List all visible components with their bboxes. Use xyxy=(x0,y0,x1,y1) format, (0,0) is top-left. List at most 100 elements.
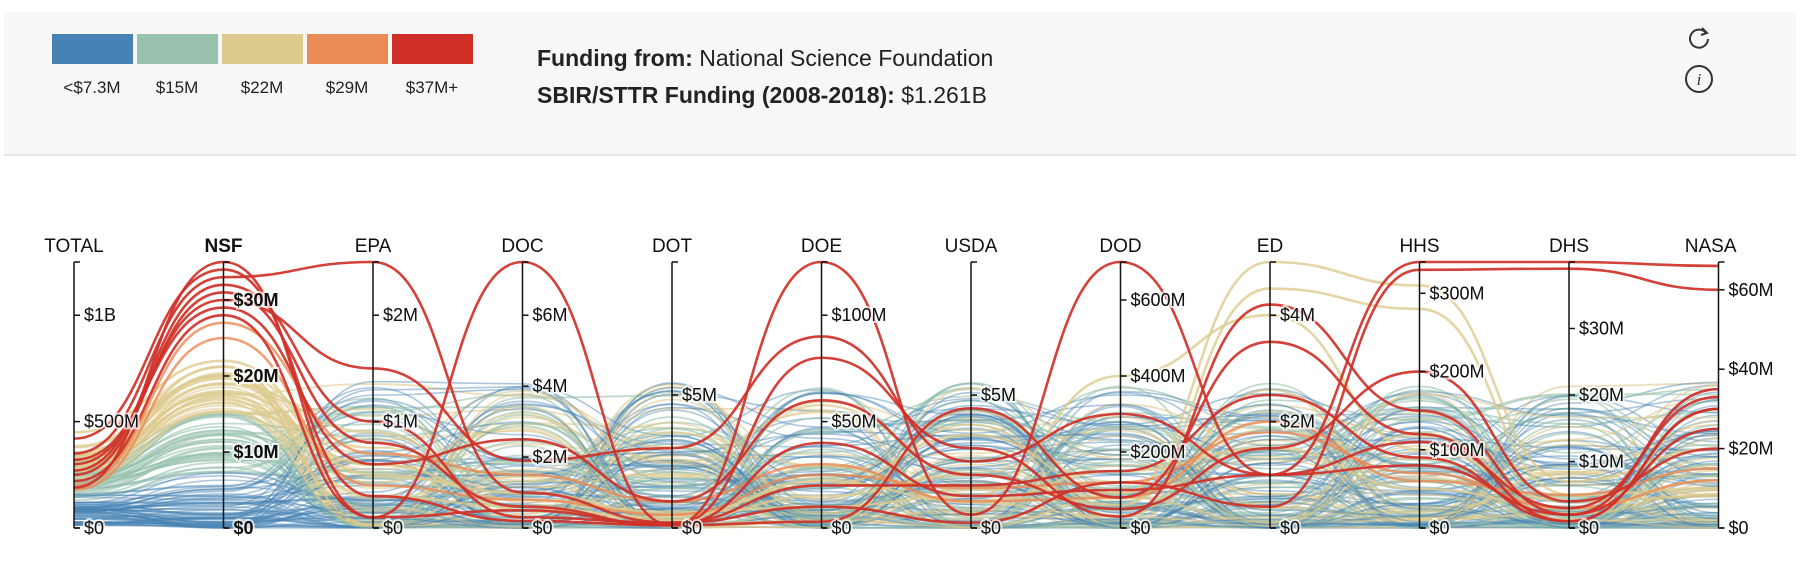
tick-label-halo: $30M xyxy=(1579,319,1624,339)
legend-swatch-4 xyxy=(307,34,388,64)
tick-label-halo: $0 xyxy=(533,518,553,538)
tick-label: $6M xyxy=(533,305,568,325)
tick-label: $1B xyxy=(84,305,116,325)
tick-label-halo: $20M xyxy=(1579,385,1624,405)
tick-label-halo: $200M xyxy=(1430,362,1485,382)
axis-title-hhs[interactable]: HHS xyxy=(1399,236,1439,257)
tick-label-halo: $100M xyxy=(832,305,887,325)
tick-label: $200M xyxy=(1430,362,1485,382)
tick-label-halo: $50M xyxy=(832,412,877,432)
tick-label: $30M xyxy=(234,290,279,310)
legend-label-2: $15M xyxy=(155,78,199,97)
color-legend: <$7.3M $15M $22M $29M $37M+ xyxy=(52,34,482,102)
tick-label-halo: $0 xyxy=(981,518,1001,538)
tick-label: $0 xyxy=(1729,518,1749,538)
tick-label-halo: $20M xyxy=(1729,439,1774,459)
tick-label: $50M xyxy=(832,412,877,432)
legend-label-1: <$7.3M xyxy=(63,78,121,97)
tick-label: $1M xyxy=(383,412,418,432)
tick-label-halo: $300M xyxy=(1430,283,1485,303)
refresh-icon[interactable] xyxy=(1684,24,1714,54)
background-series-line xyxy=(73,407,1719,529)
tick-label: $500M xyxy=(84,412,139,432)
svg-text:i: i xyxy=(1697,70,1702,89)
axis-title-nsf[interactable]: NSF xyxy=(205,236,243,257)
funding-total-value: $1.261B xyxy=(901,82,987,108)
legend-label-5: $37M+ xyxy=(405,78,459,97)
tick-label: $4M xyxy=(1280,305,1315,325)
tick-label: $400M xyxy=(1131,366,1186,386)
tick-label-halo: $40M xyxy=(1729,359,1774,379)
background-series-line xyxy=(73,404,1719,527)
axis-title-ed[interactable]: ED xyxy=(1257,236,1283,257)
legend-swatch-3 xyxy=(222,34,303,64)
legend-swatch-2 xyxy=(137,34,218,64)
tick-label-halo: $0 xyxy=(832,518,852,538)
tick-label-halo: $60M xyxy=(1729,280,1774,300)
axis-title-doe[interactable]: DOE xyxy=(801,236,842,257)
tick-label: $2M xyxy=(533,447,568,467)
tick-label-halo: $5M xyxy=(682,385,717,405)
highlighted-series-line xyxy=(73,287,1719,522)
parallel-coordinates-chart: TOTAL$0$0$500M$500M$1B$1BNSF$0$0$10M$10M… xyxy=(44,236,1775,540)
tick-label-halo: $4M xyxy=(1280,305,1315,325)
tick-label-halo: $2M xyxy=(1280,412,1315,432)
legend-swatch-5 xyxy=(392,34,473,64)
axis-title-dot[interactable]: DOT xyxy=(652,236,693,257)
tick-label: $20M xyxy=(1729,439,1774,459)
funding-source-line: Funding from: National Science Foundatio… xyxy=(537,40,993,77)
axis-title-doc[interactable]: DOC xyxy=(501,236,543,257)
tick-label: $0 xyxy=(1430,518,1450,538)
background-series-line xyxy=(73,399,1719,529)
background-series-line xyxy=(73,380,1719,529)
background-series-line xyxy=(73,404,1719,526)
tick-label-halo: $0 xyxy=(1729,518,1749,538)
highlighted-series-line xyxy=(73,260,1719,527)
tick-label: $0 xyxy=(1131,518,1151,538)
tick-label: $60M xyxy=(1729,280,1774,300)
tick-label-halo: $1B xyxy=(84,305,116,325)
tick-label: $300M xyxy=(1430,283,1485,303)
tick-label-halo: $600M xyxy=(1131,290,1186,310)
axis-title-usda[interactable]: USDA xyxy=(945,236,998,257)
tick-label: $600M xyxy=(1131,290,1186,310)
tick-label-halo: $2M xyxy=(383,305,418,325)
tick-label-halo: $5M xyxy=(981,385,1016,405)
background-series-line xyxy=(73,397,1719,527)
background-series-line xyxy=(73,411,1719,529)
legend-label-4: $29M xyxy=(325,78,369,97)
tick-label: $20M xyxy=(1579,385,1624,405)
funding-from-label: Funding from: xyxy=(537,45,693,71)
background-series-line xyxy=(73,390,1719,528)
tick-label-halo: $0 xyxy=(682,518,702,538)
highlighted-series-line xyxy=(73,306,1719,511)
tick-label: $30M xyxy=(1579,319,1624,339)
tick-label: $0 xyxy=(682,518,702,538)
tick-label: $100M xyxy=(832,305,887,325)
background-series-line xyxy=(73,400,1719,527)
tick-label: $0 xyxy=(1280,518,1300,538)
background-series-line xyxy=(73,397,1719,529)
axis-title-dhs[interactable]: DHS xyxy=(1549,236,1589,257)
tick-label: $200M xyxy=(1131,442,1186,462)
legend-label-3: $22M xyxy=(240,78,284,97)
axes: TOTAL$0$0$500M$500M$1B$1BNSF$0$0$10M$10M… xyxy=(44,236,1775,540)
tick-label-halo: $0 xyxy=(1280,518,1300,538)
funding-total-label: SBIR/STTR Funding (2008-2018): xyxy=(537,82,895,108)
tick-label: $10M xyxy=(234,442,279,462)
tick-label-halo: $500M xyxy=(84,412,139,432)
axis-title-dod[interactable]: DOD xyxy=(1099,236,1141,257)
tick-label-halo: $0 xyxy=(1430,518,1450,538)
tick-label-halo: $400M xyxy=(1131,366,1186,386)
tick-label: $0 xyxy=(832,518,852,538)
tick-label: $20M xyxy=(234,366,279,386)
tick-label-halo: $4M xyxy=(533,376,568,396)
info-icon[interactable]: i xyxy=(1684,64,1714,94)
tick-label-halo: $0 xyxy=(234,518,254,538)
funding-info: Funding from: National Science Foundatio… xyxy=(537,40,993,114)
axis-title-epa[interactable]: EPA xyxy=(355,236,392,257)
axis-title-total[interactable]: TOTAL xyxy=(44,236,103,257)
funding-from-value: National Science Foundation xyxy=(699,45,994,71)
tick-label: $0 xyxy=(1579,518,1599,538)
axis-title-nasa[interactable]: NASA xyxy=(1685,236,1737,257)
